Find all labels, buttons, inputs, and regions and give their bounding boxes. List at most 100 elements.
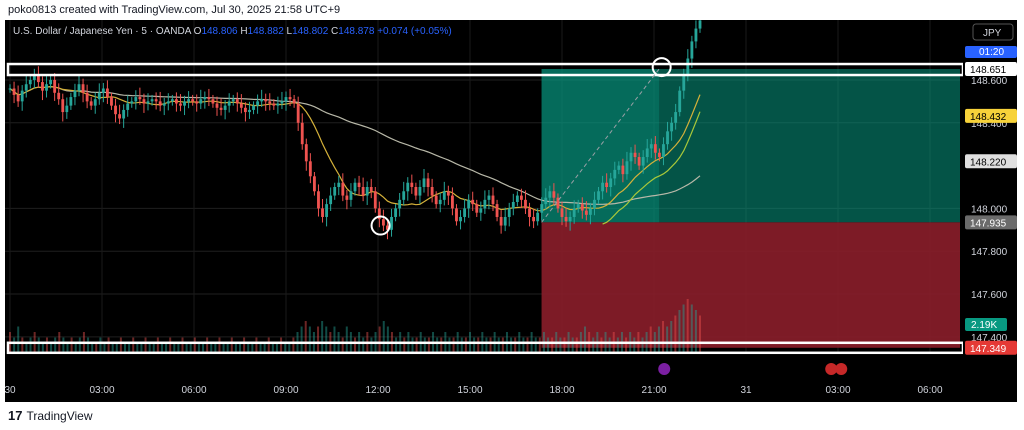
legend-part: 148.806 — [201, 26, 240, 37]
volume-bar — [584, 326, 586, 354]
volume-bar — [308, 326, 311, 354]
candle — [621, 165, 625, 175]
candle — [552, 191, 556, 198]
volume-bar — [263, 343, 266, 354]
slow-moving-average — [9, 85, 701, 205]
candle — [77, 84, 81, 91]
volume-bar — [132, 337, 135, 354]
volume-bar — [538, 337, 541, 354]
legend-part: C — [331, 26, 338, 37]
volume-bar — [234, 343, 237, 354]
candle — [438, 199, 442, 205]
candle — [406, 182, 410, 192]
volume-bar — [193, 337, 196, 354]
candle — [57, 92, 61, 100]
volume-bar — [91, 343, 94, 354]
candle — [130, 101, 134, 104]
candle — [629, 152, 633, 162]
volume-bar — [666, 326, 669, 354]
candle — [45, 84, 48, 91]
volume-bar — [99, 337, 102, 354]
price-badge-label: 147.349 — [970, 344, 1007, 355]
candle — [308, 161, 312, 177]
candle — [223, 105, 227, 110]
volume-bar — [103, 343, 106, 354]
price-tick-label: 147.800 — [971, 247, 1008, 258]
volume-bar — [74, 343, 77, 354]
volume-bar — [267, 337, 270, 354]
candle — [471, 199, 475, 205]
volume-bar — [169, 337, 172, 354]
volume-bar — [452, 337, 455, 354]
volume-bar — [534, 337, 537, 354]
volume-bar — [325, 326, 328, 354]
candle — [280, 101, 284, 104]
volume-bar — [50, 343, 53, 354]
candle — [24, 84, 28, 91]
chart-area[interactable]: 148.600 148.400 148.000 147.800 147.600 147.4… — [5, 20, 1017, 402]
volume-bar — [17, 326, 20, 354]
candle — [678, 90, 682, 113]
price-badge — [965, 340, 1017, 355]
countdown-badge — [965, 46, 1017, 58]
price-badge — [965, 215, 1017, 230]
candle — [580, 204, 584, 211]
candle — [540, 204, 544, 213]
volume-bar — [45, 337, 48, 354]
candle — [28, 79, 32, 85]
candle — [588, 208, 592, 215]
volume-bar — [247, 343, 250, 354]
currency-button[interactable] — [972, 23, 1014, 41]
candle — [515, 195, 519, 202]
candle — [483, 199, 487, 209]
candle — [373, 191, 377, 209]
volume-bar — [271, 343, 274, 354]
candle — [138, 97, 142, 100]
candle — [694, 28, 698, 42]
volume-bar — [107, 337, 110, 354]
candle — [686, 58, 690, 76]
candle — [414, 187, 418, 196]
volume-bar — [144, 337, 147, 354]
price-tick-label: 148.600 — [971, 76, 1008, 87]
volume-bar — [218, 337, 221, 354]
candle — [556, 197, 560, 209]
volume-bar — [386, 326, 389, 354]
swing-markers — [370, 57, 672, 236]
swing-marker-circle — [651, 57, 672, 78]
candle — [568, 216, 572, 222]
candle — [548, 191, 552, 198]
candle — [410, 182, 414, 187]
price-badge-label: 148.432 — [970, 112, 1007, 123]
candle — [503, 216, 507, 226]
candlestick-chart[interactable]: 148.600 148.400 148.000 147.800 147.600 147.4… — [5, 20, 1017, 402]
volume-bar — [464, 337, 467, 354]
candle — [118, 114, 122, 119]
candle — [65, 105, 69, 113]
candle — [666, 131, 669, 145]
candle — [524, 199, 527, 209]
time-tick-label: 12:00 — [365, 385, 390, 396]
volume-bar — [403, 337, 406, 354]
candle — [239, 103, 243, 108]
volume-bar — [156, 337, 159, 354]
volume-bar — [202, 343, 205, 354]
candle — [487, 195, 491, 200]
candle — [560, 208, 564, 217]
candle — [381, 219, 385, 226]
candle — [191, 99, 195, 102]
candle — [528, 208, 531, 217]
candle — [166, 101, 170, 104]
legend-part: L — [287, 26, 293, 37]
candle — [49, 79, 53, 85]
candle — [394, 208, 398, 217]
candle — [499, 216, 503, 226]
volume-bar — [54, 337, 57, 354]
price-badge-label: 148.651 — [970, 65, 1007, 76]
price-tick-label: 147.400 — [971, 333, 1008, 344]
candle — [544, 197, 548, 205]
candle — [511, 201, 515, 209]
volume-bar — [460, 337, 463, 354]
volume-bar — [489, 337, 492, 354]
candle — [349, 191, 353, 200]
